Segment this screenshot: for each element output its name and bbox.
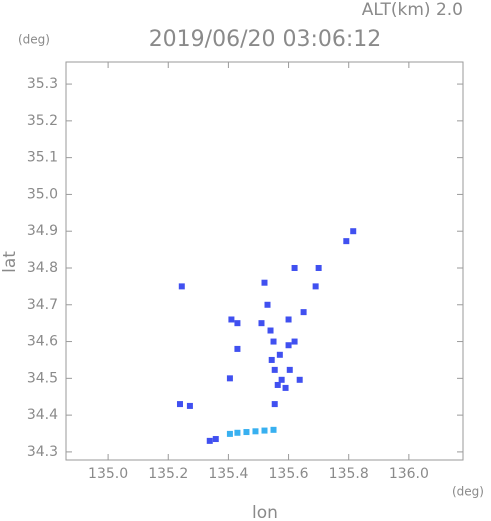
echo-point: [270, 338, 277, 345]
x-axis-label: lon: [252, 503, 278, 521]
x-tick-label: 136.0: [389, 466, 429, 482]
echo-point: [278, 376, 285, 383]
echo-point: [286, 366, 293, 373]
echo-point: [267, 327, 274, 334]
echo-point: [276, 351, 283, 358]
echo-point: [285, 316, 292, 323]
y-tick-label: 34.3: [27, 444, 58, 460]
echo-point: [296, 376, 303, 383]
y-tick-label: 34.5: [27, 370, 58, 386]
y-tick-label: 35.0: [27, 186, 58, 202]
y-tick-label: 34.9: [27, 223, 58, 239]
echo-point: [282, 384, 289, 391]
echo-point: [258, 320, 265, 327]
echo-point: [271, 401, 278, 408]
echo-point: [206, 437, 213, 444]
chart-title: 2019/06/20 03:06:12: [149, 27, 382, 52]
y-tick-label: 34.6: [27, 334, 58, 350]
echo-point: [261, 427, 268, 434]
plot-frame: [65, 61, 464, 461]
echo-point: [274, 381, 281, 388]
x-tick-label: 135.0: [88, 466, 128, 482]
echo-point: [226, 430, 233, 437]
y-tick-label: 34.7: [27, 297, 58, 313]
y-tick-label: 35.1: [27, 150, 58, 166]
x-tick-label: 135.8: [329, 466, 369, 482]
echo-point: [176, 401, 183, 408]
y-unit: (deg): [18, 33, 50, 47]
x-unit: (deg): [452, 485, 484, 499]
echo-point: [234, 320, 241, 327]
echo-point: [268, 356, 275, 363]
y-axis-label: lat: [0, 251, 20, 273]
echo-point: [212, 436, 219, 443]
y-tick-label: 34.8: [27, 260, 58, 276]
echo-point: [178, 283, 185, 290]
echo-point: [312, 283, 319, 290]
echo-point: [315, 264, 322, 271]
echo-point: [261, 279, 268, 286]
altitude-label: ALT(km) 2.0: [362, 0, 463, 20]
echo-point: [343, 238, 350, 245]
echo-point: [291, 264, 298, 271]
echo-point: [271, 366, 278, 373]
y-tick-label: 35.3: [27, 76, 58, 92]
x-tick-label: 135.2: [148, 466, 188, 482]
x-tick-label: 135.4: [208, 466, 248, 482]
echo-point: [234, 429, 241, 436]
echo-point: [252, 428, 259, 435]
x-tick-label: 135.6: [269, 466, 309, 482]
echo-point: [270, 426, 277, 433]
echo-point: [264, 301, 271, 308]
echo-point: [186, 402, 193, 409]
echo-point: [291, 338, 298, 345]
echo-point: [226, 375, 233, 382]
echo-point: [285, 342, 292, 349]
echo-point: [350, 228, 357, 235]
echo-point: [234, 345, 241, 352]
echo-point: [243, 429, 250, 436]
echo-point: [300, 309, 307, 316]
y-tick-label: 35.2: [27, 113, 58, 129]
y-tick-label: 34.4: [27, 407, 58, 423]
echo-point: [228, 316, 235, 323]
